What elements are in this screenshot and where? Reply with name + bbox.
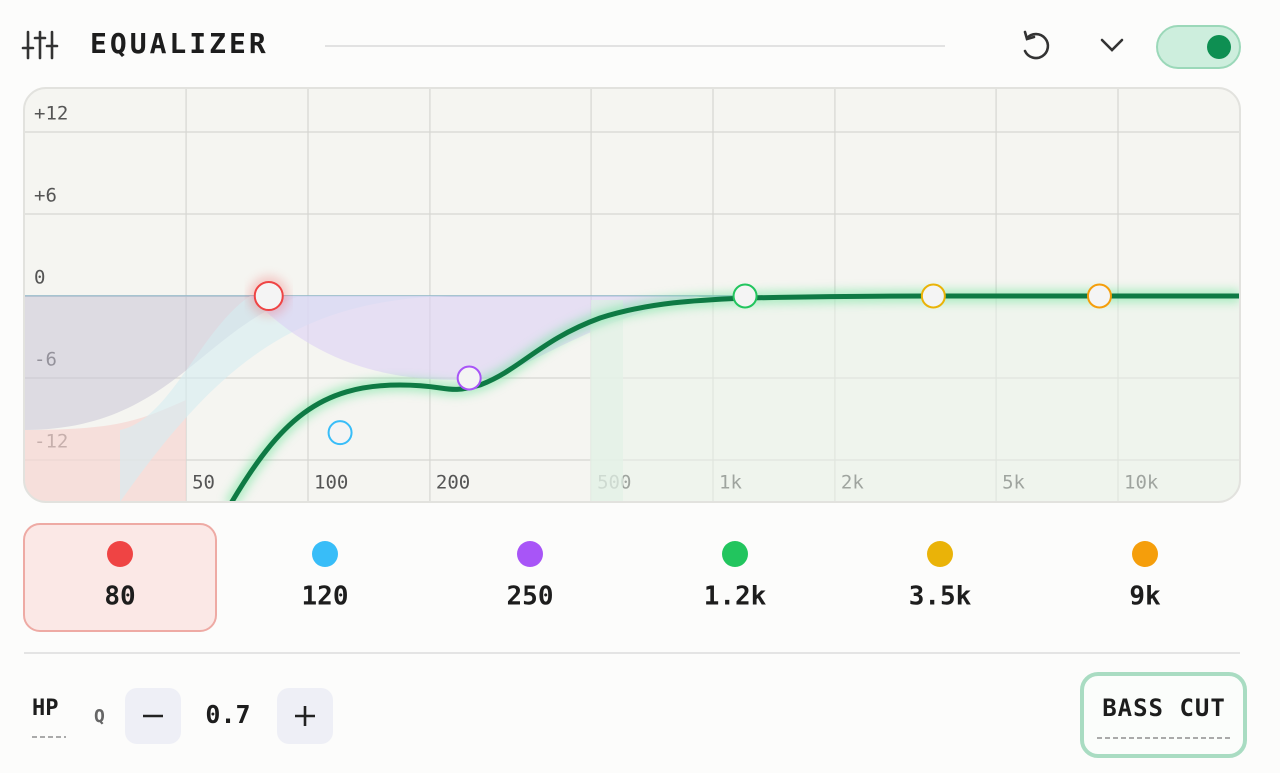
- band-chip[interactable]: 9k: [1129, 541, 1161, 612]
- band-chip[interactable]: 1.2k: [704, 541, 767, 612]
- x-tick-label: 100: [314, 472, 348, 494]
- band-point[interactable]: [327, 420, 353, 446]
- chip-selected: [23, 523, 217, 632]
- band-dot: [1132, 541, 1158, 567]
- band-chip[interactable]: 250: [507, 541, 554, 612]
- filter-type[interactable]: HP: [32, 696, 59, 721]
- band-dot: [312, 541, 338, 567]
- band-area: [120, 296, 450, 502]
- band-point[interactable]: [456, 365, 482, 391]
- reset-button[interactable]: [1023, 30, 1050, 60]
- collapse-button[interactable]: [1100, 38, 1124, 52]
- band-frequency: 120: [302, 582, 349, 612]
- band-dot: [107, 541, 133, 567]
- q-value: 0.7: [205, 700, 250, 729]
- band-dot: [722, 541, 748, 567]
- q-increase[interactable]: [277, 688, 333, 744]
- band-frequency: 1.2k: [704, 582, 767, 612]
- band-chip[interactable]: 120: [302, 541, 349, 612]
- band-chip[interactable]: 80: [23, 523, 217, 632]
- x-tick-label: 50: [192, 472, 215, 494]
- graph: +12+60-6-12501002005001k2k5k10k: [24, 88, 1240, 502]
- y-tick-label: +6: [34, 185, 57, 207]
- band-point[interactable]: [1086, 283, 1112, 309]
- response-curve: [227, 293, 1240, 502]
- graph-frame: [23, 87, 1241, 503]
- preset-label: BASS CUT: [1102, 694, 1226, 722]
- band-frequency: 3.5k: [909, 582, 972, 612]
- band-dot: [517, 541, 543, 567]
- y-tick-label: +12: [34, 103, 68, 125]
- band-area: [590, 296, 1240, 502]
- q-label: Q: [94, 706, 105, 727]
- preset-button[interactable]: BASS CUT: [1080, 672, 1247, 758]
- band-point[interactable]: [920, 283, 946, 309]
- enable-toggle[interactable]: [1156, 25, 1241, 69]
- y-tick-label: 0: [34, 267, 45, 289]
- band-frequency: 9k: [1129, 582, 1161, 612]
- x-tick-label: 200: [436, 472, 470, 494]
- band-frequency: 250: [507, 582, 554, 612]
- band-frequency: 80: [104, 582, 135, 612]
- band-point[interactable]: [732, 283, 758, 309]
- q-decrease[interactable]: [125, 688, 181, 744]
- band-chip[interactable]: 3.5k: [909, 541, 972, 612]
- band-dot: [927, 541, 953, 567]
- band-point[interactable]: [253, 281, 284, 311]
- title: EQUALIZER: [90, 27, 269, 60]
- sliders-icon: [21, 30, 59, 60]
